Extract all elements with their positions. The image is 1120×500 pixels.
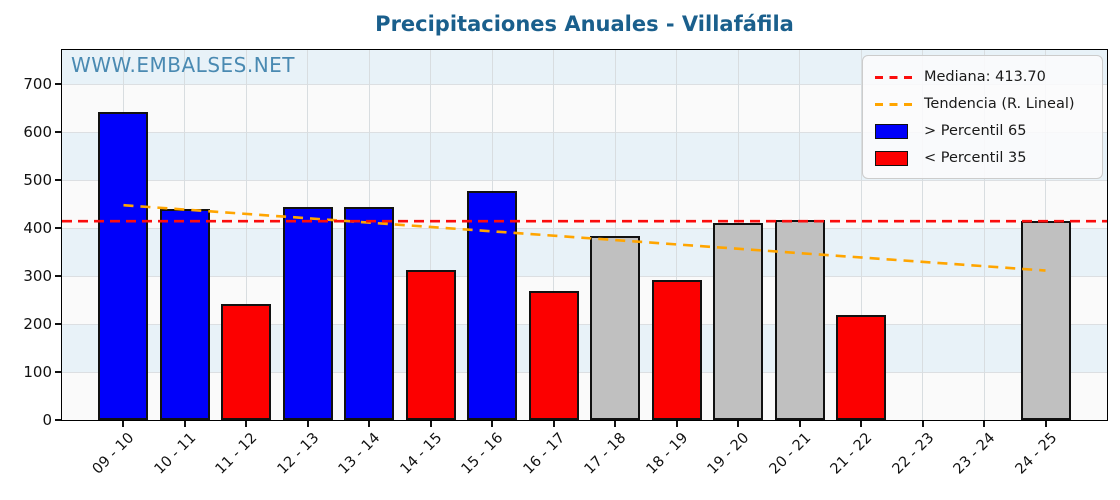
x-tick-mark — [429, 420, 432, 427]
horizontal-gridline — [62, 83, 1107, 85]
plot-area: WWW.EMBALSES.NET Mediana: 413.70 Tendenc… — [61, 49, 1108, 421]
x-tick-mark — [983, 420, 986, 427]
bar-13-14 — [344, 206, 395, 420]
y-tick-mark — [55, 178, 62, 181]
bar-20-21 — [774, 219, 825, 420]
legend-item-p35: < Percentil 35 — [875, 146, 1092, 170]
y-tick-mark — [55, 322, 62, 325]
chart-title: Precipitaciones Anuales - Villafáfila — [375, 12, 794, 36]
watermark: WWW.EMBALSES.NET — [71, 53, 296, 77]
x-tick-mark — [306, 420, 309, 427]
x-tick-mark — [368, 420, 371, 427]
vertical-gridline — [983, 50, 985, 420]
y-tick-label: 600 — [23, 122, 52, 141]
y-tick-mark — [55, 274, 62, 277]
vertical-gridline — [676, 50, 678, 420]
bar-15-16 — [467, 190, 518, 420]
legend-item-median: Mediana: 413.70 — [875, 65, 1092, 89]
background-band — [62, 227, 1107, 276]
legend-item-p65: > Percentil 65 — [875, 119, 1092, 143]
y-tick-label: 0 — [42, 411, 52, 429]
x-tick-label: 09 - 10 — [90, 430, 138, 478]
x-tick-mark — [183, 420, 186, 427]
y-tick-label: 100 — [23, 362, 52, 381]
legend-label-median: Mediana: 413.70 — [924, 69, 1046, 85]
y-tick-label: 500 — [23, 170, 52, 189]
y-tick-mark — [55, 370, 62, 373]
trend-line — [123, 203, 1046, 272]
x-tick-mark — [921, 420, 924, 427]
y-tick-label: 400 — [23, 218, 52, 237]
p35-swatch-icon — [875, 150, 915, 166]
bar-10-11 — [159, 208, 210, 420]
horizontal-gridline — [62, 227, 1107, 229]
median-dash-icon — [875, 75, 915, 79]
vertical-gridline — [860, 50, 862, 420]
y-tick-mark — [55, 82, 62, 85]
vertical-gridline — [614, 50, 616, 420]
x-tick-mark — [491, 420, 494, 427]
y-tick-label: 300 — [23, 266, 52, 285]
bar-19-20 — [713, 222, 764, 420]
horizontal-gridline — [62, 131, 1107, 133]
x-tick-mark — [860, 420, 863, 427]
vertical-gridline — [430, 50, 432, 420]
legend-label-p65: > Percentil 65 — [924, 123, 1027, 139]
bar-14-15 — [405, 270, 456, 420]
bar-11-12 — [221, 304, 272, 420]
x-tick-mark — [245, 420, 248, 427]
x-tick-mark — [1044, 420, 1047, 427]
p65-swatch-icon — [875, 123, 915, 139]
x-tick-mark — [122, 420, 125, 427]
y-tick-label: 200 — [23, 314, 52, 333]
horizontal-gridline — [62, 275, 1107, 277]
legend-label-p35: < Percentil 35 — [924, 150, 1027, 166]
bar-21-22 — [836, 315, 887, 420]
y-tick-label: 700 — [23, 74, 52, 93]
y-tick-mark — [55, 419, 62, 421]
bar-16-17 — [528, 291, 579, 420]
background-band — [62, 179, 1107, 228]
x-tick-mark — [675, 420, 678, 427]
x-tick-mark — [614, 420, 617, 427]
legend: Mediana: 413.70 Tendencia (R. Lineal) > … — [862, 55, 1103, 179]
horizontal-gridline — [62, 323, 1107, 325]
legend-label-trend: Tendencia (R. Lineal) — [924, 96, 1075, 112]
legend-item-trend: Tendencia (R. Lineal) — [875, 92, 1092, 116]
trend-dash-icon — [875, 102, 915, 106]
bar-17-18 — [590, 235, 641, 420]
y-tick-mark — [55, 130, 62, 133]
horizontal-gridline — [62, 371, 1107, 373]
overlay-lines — [62, 203, 1107, 272]
x-tick-mark — [552, 420, 555, 427]
bar-24-25 — [1020, 220, 1071, 420]
bar-09-10 — [98, 111, 149, 420]
vertical-gridline — [922, 50, 924, 420]
x-tick-mark — [737, 420, 740, 427]
horizontal-gridline — [62, 179, 1107, 181]
bar-18-19 — [651, 280, 702, 420]
vertical-gridline — [245, 50, 247, 420]
bar-12-13 — [282, 206, 333, 420]
y-tick-mark — [55, 226, 62, 229]
x-tick-mark — [798, 420, 801, 427]
